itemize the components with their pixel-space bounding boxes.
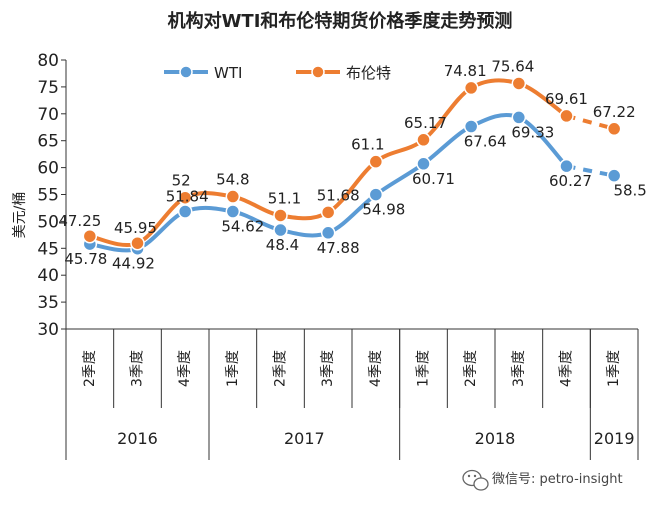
category-label: 3季度: [320, 350, 336, 387]
legend: WTI 布伦特: [164, 64, 391, 82]
data-point: [606, 121, 622, 137]
data-point: [511, 76, 527, 91]
category-label: 4季度: [177, 350, 193, 387]
year-label: 2019: [594, 429, 635, 448]
data-point: [463, 119, 479, 134]
data-label: 69.33: [511, 123, 554, 141]
category-label: 4季度: [368, 350, 384, 387]
data-label: 52: [172, 172, 191, 190]
data-label: 51.1: [268, 189, 301, 207]
data-point: [225, 204, 241, 219]
data-label: 67.64: [464, 132, 507, 150]
data-point: [559, 108, 574, 124]
data-point: [606, 168, 622, 183]
y-tick-label: 75: [37, 78, 59, 98]
data-point: [273, 208, 288, 223]
y-axis-label: 美元/桶: [12, 192, 28, 239]
series-forecast-line-0: [566, 164, 615, 178]
y-tick-label: 55: [37, 186, 59, 206]
y-tick-label: 45: [37, 239, 59, 259]
data-point: [368, 154, 384, 169]
data-label: 45.78: [64, 250, 107, 268]
watermark: 微信号: petro-insight: [462, 469, 623, 491]
category-label: 2季度: [463, 350, 479, 387]
data-point: [225, 189, 241, 204]
data-label: 60.71: [412, 170, 455, 188]
series-forecast-line-1: [565, 113, 615, 131]
data-point: [177, 190, 193, 205]
data-point: [177, 204, 193, 219]
watermark-text: 微信号: petro-insight: [492, 472, 623, 487]
category-label: 4季度: [559, 350, 575, 387]
data-label: 65.17: [404, 114, 447, 132]
category-label: 1季度: [225, 350, 241, 387]
legend-label: WTI: [214, 64, 242, 82]
y-tick-label: 50: [37, 212, 59, 232]
data-point: [320, 225, 336, 241]
data-label: 75.64: [491, 57, 534, 75]
category-label: 3季度: [130, 350, 146, 387]
data-label: 51.84: [166, 188, 209, 206]
data-point: [511, 110, 527, 125]
chart-title: 机构对WTI和布伦特期货价格季度走势预测: [168, 10, 513, 32]
data-point: [130, 235, 145, 251]
wechat-icon: [462, 469, 489, 491]
y-tick-label: 35: [37, 293, 59, 313]
data-point: [368, 187, 384, 202]
data-point: [273, 222, 288, 238]
year-label: 2016: [117, 429, 158, 448]
data-label: 44.92: [112, 255, 155, 273]
y-tick-label: 40: [37, 266, 59, 286]
axes: 30 35 40 45 50 55 60 65 70 75 80 2016 2017 2018 2019 2季…: [37, 51, 639, 460]
year-label: 2018: [475, 429, 516, 448]
category-label: 1季度: [606, 350, 622, 387]
data-label: 47.88: [317, 239, 360, 257]
data-point: [82, 228, 98, 244]
category-label: 2季度: [273, 350, 289, 387]
data-point: [416, 156, 431, 172]
category-label: 3季度: [511, 350, 527, 387]
data-label: 51.68: [317, 186, 360, 204]
y-tick-label: 30: [37, 320, 59, 340]
data-label: 47.25: [58, 212, 101, 230]
series-line-1: [89, 78, 568, 247]
data-point: [416, 132, 431, 148]
year-label: 2017: [284, 429, 325, 448]
data-label: 74.81: [444, 62, 487, 80]
data-label: 61.1: [351, 136, 384, 154]
y-tick-label: 80: [37, 51, 59, 71]
data-label: 45.95: [114, 219, 157, 237]
data-point: [320, 205, 336, 220]
data-label: 60.27: [549, 172, 592, 190]
y-tick-label: 60: [37, 159, 59, 179]
legend-marker: [311, 65, 325, 79]
legend-label: 布伦特: [346, 64, 391, 82]
data-point: [463, 80, 479, 96]
category-label: 2季度: [82, 350, 98, 387]
data-label: 69.61: [545, 90, 588, 108]
category-label: 1季度: [416, 350, 432, 387]
legend-marker: [179, 65, 193, 79]
y-tick-label: 65: [37, 132, 59, 152]
data-point: [559, 158, 574, 174]
data-label: 54.8: [216, 171, 249, 189]
data-label: 48.4: [266, 236, 299, 254]
series-lines: [82, 76, 622, 256]
data-label: 54.98: [362, 201, 405, 219]
data-label: 67.22: [593, 103, 636, 121]
data-label: 58.5: [613, 182, 646, 200]
y-tick-label: 70: [37, 105, 59, 125]
data-label: 54.62: [221, 218, 264, 236]
